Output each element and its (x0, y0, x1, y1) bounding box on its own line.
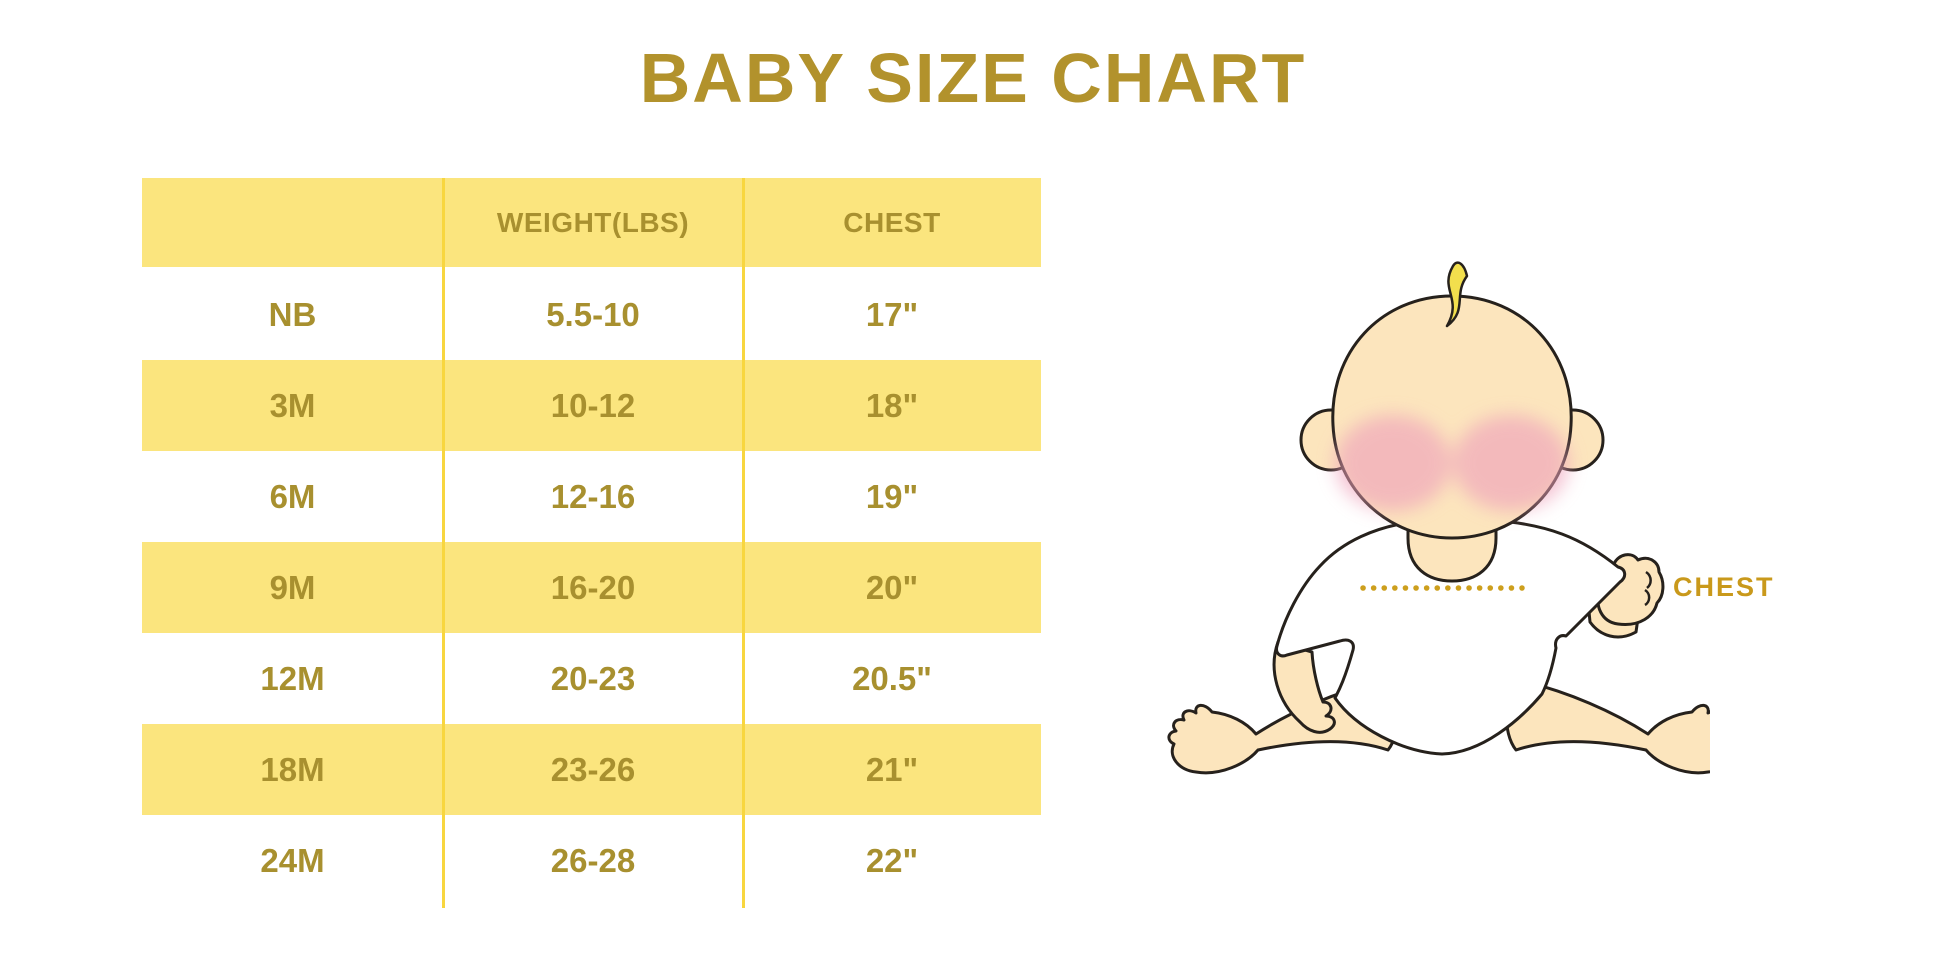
size-cell: 9M (142, 542, 443, 633)
chest-cell: 21" (743, 724, 1041, 815)
size-cell: 3M (142, 360, 443, 451)
page-title: BABY SIZE CHART (639, 39, 1307, 117)
column-divider-2 (742, 178, 745, 908)
baby-illustration (1167, 261, 1710, 775)
chest-cell: 19" (865, 477, 919, 515)
size-table: WEIGHT(LBS) CHEST NB 5.5-10 17" 3M 10-12 18" 6M 1… (142, 178, 1041, 908)
weight-cell: 23-26 (443, 724, 743, 815)
baby-left-arm (1272, 640, 1336, 734)
weight-cell: 10-12 (443, 360, 743, 451)
chest-label: CHEST (1673, 572, 1775, 602)
weight-cell: 20-23 (550, 659, 636, 697)
size-cell: NB (268, 295, 317, 333)
chest-cell: 20.5" (852, 659, 932, 697)
chest-cell: 18" (743, 360, 1041, 451)
baby-hair-curl (1445, 261, 1469, 328)
chest-cell: 22" (865, 841, 919, 879)
chest-cell: 17" (865, 295, 919, 333)
size-cell: 24M (260, 841, 325, 879)
baby-blush (1335, 415, 1569, 511)
header-weight: WEIGHT(LBS) (443, 178, 743, 267)
size-cell: 18M (142, 724, 443, 815)
size-cell: 6M (269, 477, 316, 515)
column-divider-1 (442, 178, 445, 908)
weight-cell: 16-20 (443, 542, 743, 633)
chest-cell: 20" (743, 542, 1041, 633)
header-chest: CHEST (743, 178, 1041, 267)
size-cell: 12M (260, 659, 325, 697)
weight-cell: 12-16 (550, 477, 636, 515)
weight-cell: 26-28 (550, 841, 636, 879)
weight-cell: 5.5-10 (546, 295, 640, 333)
baby-shirt (1275, 518, 1627, 756)
header-size (142, 178, 443, 267)
